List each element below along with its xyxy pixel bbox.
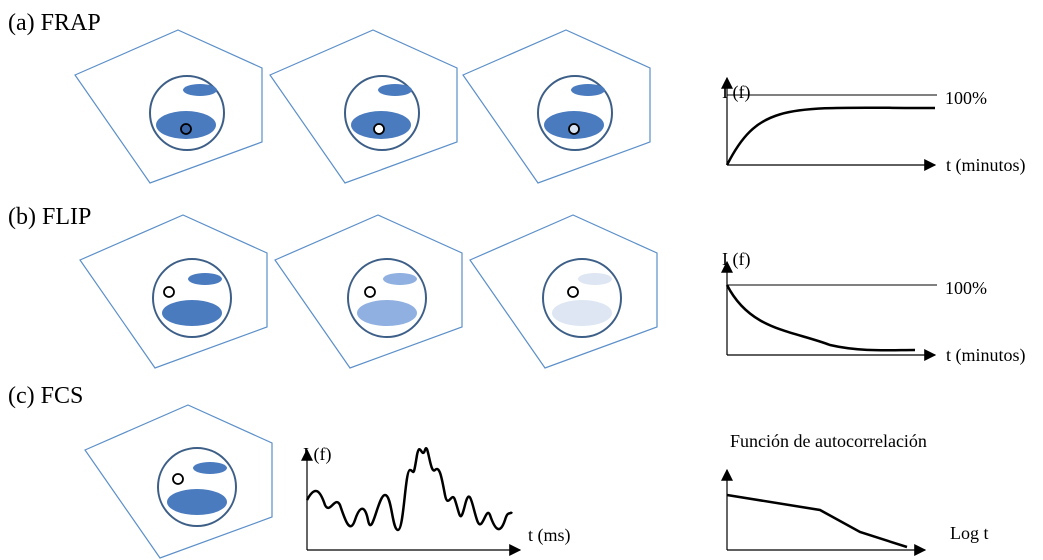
graph-title: Función de autocorrelación bbox=[730, 431, 927, 451]
y-label: I (f) bbox=[722, 82, 750, 103]
reference-label: 100% bbox=[945, 278, 987, 298]
flip-cells bbox=[80, 215, 657, 368]
fcs-cell bbox=[85, 405, 272, 558]
panel-title: (c) FCS bbox=[8, 383, 83, 409]
frap-graph: I (f) 100% t (minutos) bbox=[722, 78, 1026, 176]
autocorrelation-graph: Función de autocorrelación Log t bbox=[727, 431, 989, 550]
panel-title: (a) FRAP bbox=[8, 10, 101, 36]
fcs-signal-graph: I (f) t (ms) bbox=[303, 444, 571, 550]
x-label: t (minutos) bbox=[946, 345, 1026, 366]
frap-cells bbox=[75, 30, 650, 183]
x-label: t (minutos) bbox=[946, 155, 1026, 176]
panel-title: (b) FLIP bbox=[8, 204, 91, 230]
flip-graph: I (f) 100% t (minutos) bbox=[722, 249, 1026, 366]
y-label: I (f) bbox=[303, 444, 331, 465]
y-label: I (f) bbox=[722, 249, 750, 270]
x-label: Log t bbox=[950, 523, 989, 543]
reference-label: 100% bbox=[945, 88, 987, 108]
x-label: t (ms) bbox=[528, 525, 571, 546]
diagram: (a) FRAP I (f) 100% t (minutos) (b) FLIP bbox=[0, 0, 1043, 560]
